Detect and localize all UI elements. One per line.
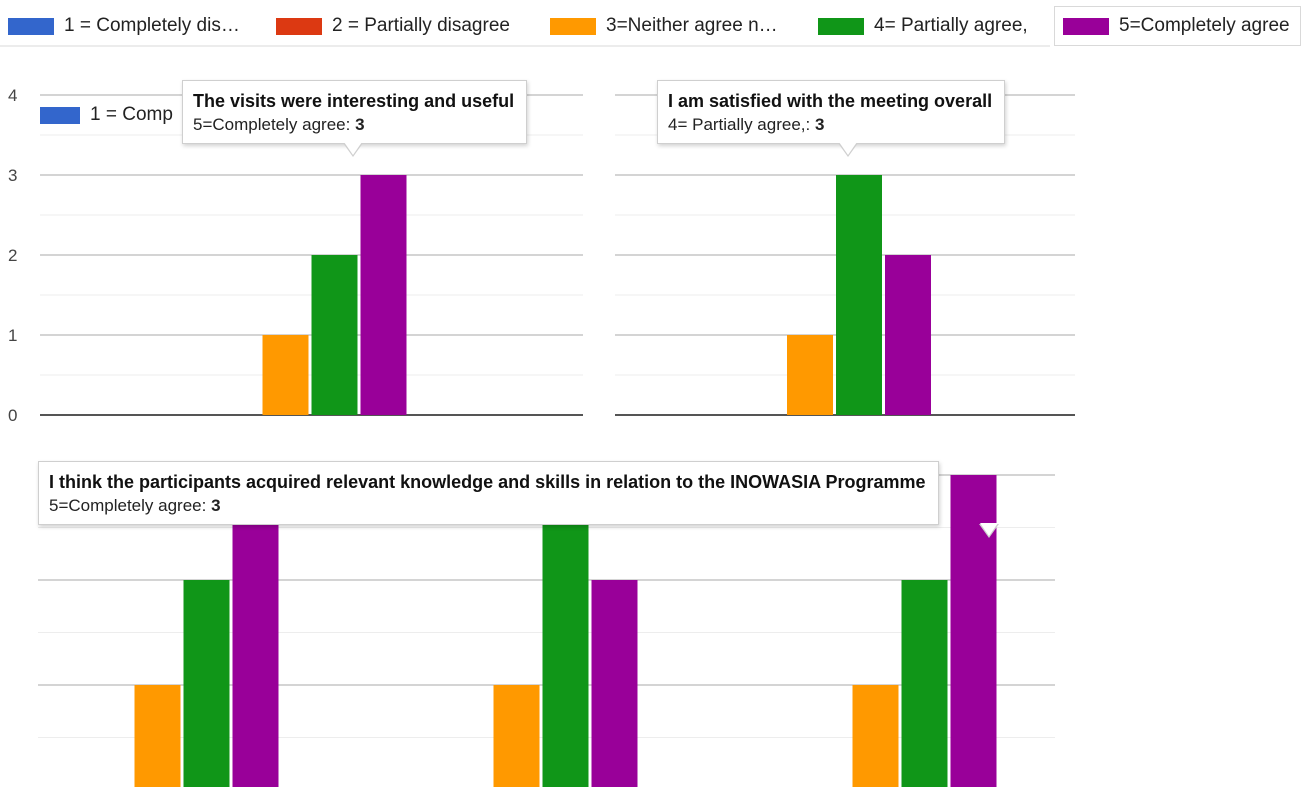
chart-visits-bar[interactable] (360, 175, 407, 415)
chart-knowledge-bars (134, 475, 997, 787)
chart-knowledge-bar[interactable] (591, 580, 638, 787)
legend-label-1: 1 = Completely dis… (64, 15, 240, 36)
tooltip-knowledge-title: I think the participants acquired releva… (49, 472, 926, 492)
chart-visits-bars (262, 175, 407, 415)
chart-knowledge-bar[interactable] (183, 580, 230, 787)
legend-label-5: 5=Completely agree (1119, 15, 1290, 36)
legend-item-2[interactable]: 2 = Partially disagree (276, 10, 510, 42)
tooltip-visits-value: 3 (355, 115, 365, 134)
legend-item-4[interactable]: 4= Partially agree, (818, 10, 1028, 42)
chart-satisfaction-bar[interactable] (836, 175, 882, 415)
legend-label-3: 3=Neither agree n… (606, 15, 778, 36)
chart-knowledge (38, 474, 1055, 787)
legend-swatch-5 (1063, 17, 1109, 35)
chart-satisfaction-bars (787, 175, 931, 415)
tooltip-satisfaction: I am satisfied with the meeting overall … (657, 80, 1006, 157)
chart-satisfaction-bar[interactable] (885, 255, 931, 415)
chart-knowledge-bar[interactable] (134, 685, 181, 787)
chart-knowledge-bar[interactable] (493, 685, 540, 787)
legend-swatch-2 (276, 17, 322, 35)
tooltip-knowledge-line: 5=Completely agree: 3 (49, 494, 926, 518)
chart-satisfaction-bar[interactable] (787, 335, 833, 415)
tooltip-visits-tail (343, 142, 363, 157)
legend-item-1[interactable]: 1 = Completely dis… (8, 10, 240, 42)
chart-knowledge-bar[interactable] (232, 475, 279, 787)
tooltip-knowledge-series: 5=Completely agree: (49, 496, 207, 515)
tooltip-satisfaction-series: 4= Partially agree,: (668, 115, 811, 134)
tooltip-satisfaction-line: 4= Partially agree,: 3 (668, 113, 992, 137)
chart-visits-ytick: 4 (8, 86, 17, 105)
tooltip-visits: The visits were interesting and useful 5… (182, 80, 528, 157)
legend-item-5[interactable]: 5=Completely agree (1054, 6, 1301, 46)
chart-visits-ytick: 1 (8, 326, 17, 345)
tooltip-knowledge-value: 3 (211, 496, 221, 515)
chart-visits-ytick: 2 (8, 246, 17, 265)
inner-legend-label: 1 = Comp (90, 104, 173, 125)
chart-visits-ytick: 3 (8, 166, 17, 185)
legend-label-2: 2 = Partially disagree (332, 15, 510, 36)
chart-knowledge-bar[interactable] (852, 685, 899, 787)
tooltip-knowledge-tail (979, 523, 999, 538)
legend-swatch-3 (550, 17, 596, 35)
legend: 1 = Completely dis… 2 = Partially disagr… (0, 0, 1309, 52)
chart-knowledge-bar[interactable] (901, 580, 948, 787)
tooltip-knowledge: I think the participants acquired releva… (38, 461, 999, 538)
tooltip-satisfaction-tail (838, 142, 858, 157)
legend-swatch-1 (8, 17, 54, 35)
legend-item-3[interactable]: 3=Neither agree n… (550, 10, 778, 42)
chart-satisfaction (615, 94, 1075, 416)
chart-visits-bar[interactable] (262, 335, 309, 415)
chart-visits-inner-legend: 1 = Comp (40, 104, 173, 126)
tooltip-visits-series: 5=Completely agree: (193, 115, 351, 134)
chart-knowledge-bar[interactable] (950, 475, 997, 787)
chart-visits-gridlines (40, 94, 583, 376)
legend-label-4: 4= Partially agree, (874, 15, 1028, 36)
tooltip-visits-line: 5=Completely agree: 3 (193, 113, 514, 137)
inner-legend-swatch (40, 106, 80, 124)
chart-visits: 0 1 2 3 4 (8, 86, 583, 425)
legend-divider (0, 45, 1050, 47)
chart-visits-bar[interactable] (311, 255, 358, 415)
tooltip-satisfaction-title: I am satisfied with the meeting overall (668, 91, 993, 111)
chart-visits-ytick: 0 (8, 406, 17, 425)
tooltip-satisfaction-value: 3 (814, 115, 825, 134)
tooltip-visits-title: The visits were interesting and useful (193, 91, 515, 111)
chart-knowledge-bar[interactable] (542, 475, 589, 787)
legend-swatch-4 (818, 17, 864, 35)
